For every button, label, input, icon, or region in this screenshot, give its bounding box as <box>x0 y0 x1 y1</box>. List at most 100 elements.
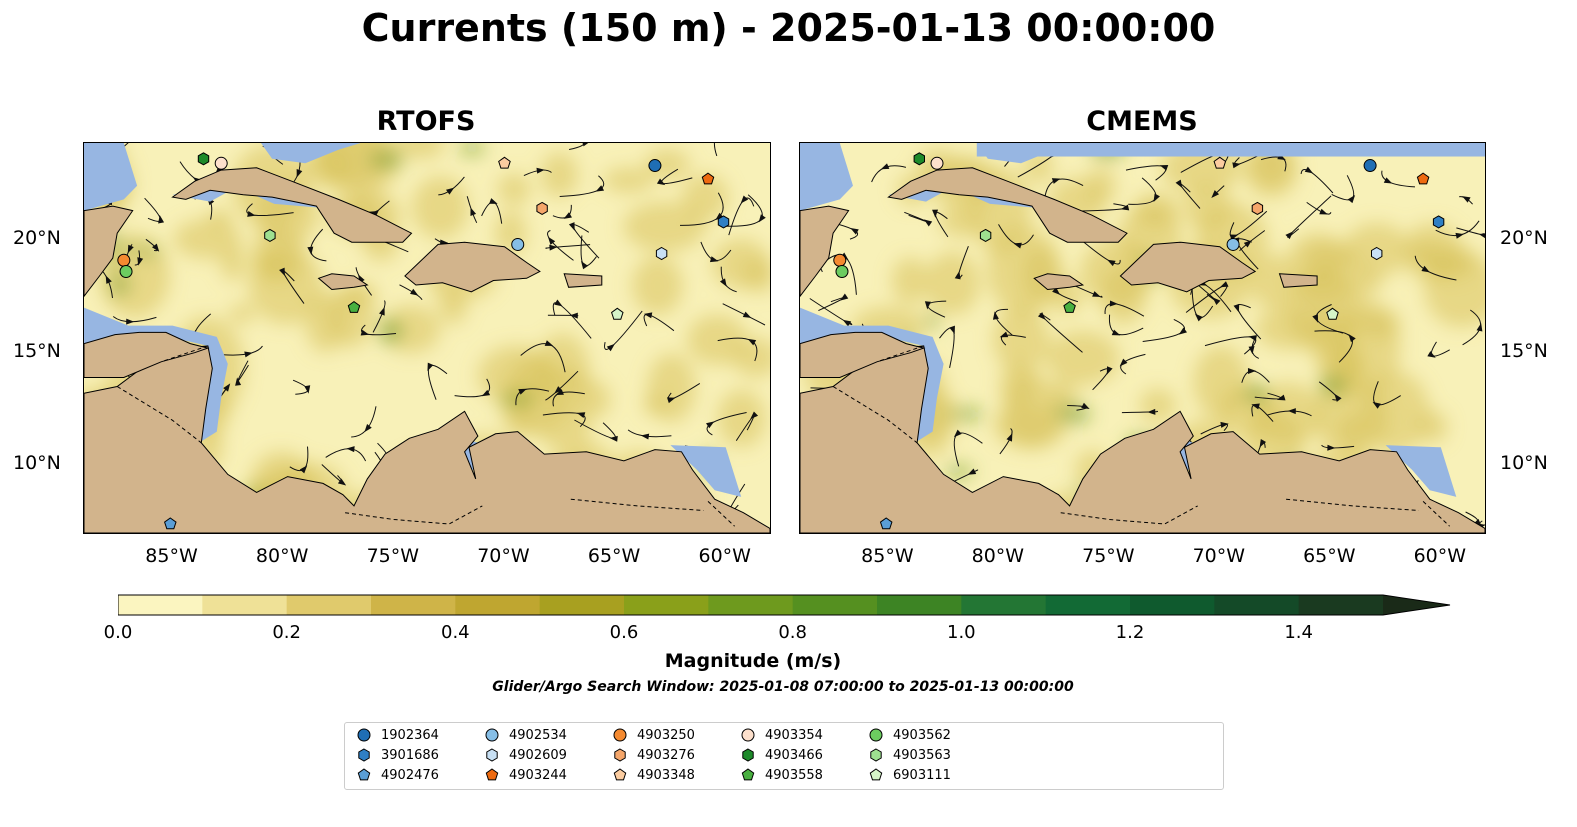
float-4903563-marker <box>264 228 276 242</box>
colorbar-scale <box>117 594 1451 616</box>
land-mass <box>1278 273 1318 288</box>
legend-marker-icon <box>485 768 499 781</box>
legend-marker-icon <box>486 748 498 762</box>
float-1902364-marker <box>648 159 662 173</box>
land-mass <box>404 241 541 293</box>
country-boundary <box>877 345 924 363</box>
colorbar-extend-arrow <box>1383 595 1450 615</box>
land-mass <box>887 167 1128 243</box>
legend-item-4902534: 4902534 <box>485 726 567 744</box>
float-1902364-marker <box>1363 159 1377 173</box>
legend-marker-icon <box>357 728 371 742</box>
float-4903348-marker <box>498 156 511 169</box>
lat-label: 10°N <box>1500 452 1548 475</box>
colorbar-segment <box>1298 595 1384 615</box>
country-boundary <box>832 386 918 444</box>
shallow-shelf <box>670 445 742 497</box>
legend-label: 4903466 <box>765 747 823 763</box>
float-4903244-marker <box>701 172 715 185</box>
legend-item-4903562: 4903562 <box>869 726 951 744</box>
legend-marker-icon <box>614 748 626 762</box>
float-3901686-marker <box>717 215 730 229</box>
land-mass <box>171 167 413 243</box>
lon-label: 75°W <box>366 545 420 567</box>
legend-item-1902364: 1902364 <box>357 726 439 744</box>
legend-marker-icon <box>742 748 754 762</box>
legend-marker-icon <box>869 768 883 781</box>
float-4903276-marker <box>1251 201 1264 215</box>
land-mass <box>563 273 603 288</box>
legend-marker-icon <box>358 748 370 762</box>
lon-label: 60°W <box>1413 545 1467 567</box>
legend-label: 4903558 <box>765 767 823 783</box>
legend-marker-icon <box>485 728 499 742</box>
legend-label: 3901686 <box>381 747 439 763</box>
float-4903563-marker <box>979 228 992 242</box>
country-boundary <box>345 505 483 525</box>
cmems-current-field <box>800 143 1485 533</box>
legend-label: 4903562 <box>893 727 951 743</box>
float-4902609-marker <box>655 246 668 261</box>
country-boundary <box>161 345 209 363</box>
shallow-shelf <box>800 307 944 443</box>
float-6903111-marker <box>1326 307 1339 320</box>
lon-label: 75°W <box>1082 545 1135 567</box>
land-mass <box>84 331 210 378</box>
legend-marker-icon <box>870 748 882 762</box>
legend-label: 4903563 <box>893 747 951 763</box>
legend-item-6903111: 6903111 <box>869 766 951 784</box>
float-4903558-marker <box>1063 300 1076 313</box>
legend-label: 4903244 <box>509 767 567 783</box>
colorbar-segment <box>961 595 1047 615</box>
lat-label: 10°N <box>13 452 61 475</box>
lon-label: 70°W <box>1192 545 1246 567</box>
colorbar-tick-label: 0.8 <box>778 622 807 643</box>
colorbar-segment <box>202 595 288 615</box>
land-mass <box>800 205 850 298</box>
shallow-shelf <box>261 143 361 164</box>
land-mass <box>84 345 770 533</box>
colorbar-segment <box>708 595 794 615</box>
float-4903354-marker <box>214 156 228 170</box>
land-mass <box>800 331 926 378</box>
float-4903562-marker <box>835 264 849 278</box>
no-data-band <box>976 143 1485 157</box>
float-4903250-marker <box>833 253 847 267</box>
colorbar-segment <box>624 595 709 615</box>
country-boundary <box>1060 505 1198 525</box>
legend-label: 4903354 <box>765 727 823 743</box>
legend-item-4903466: 4903466 <box>741 746 823 764</box>
float-legend: 1902364 3901686 4902476 4902534 4902609 49032… <box>344 722 1224 790</box>
colorbar-tick-label: 1.0 <box>947 622 976 643</box>
colorbar-tick-label: 1.4 <box>1284 622 1313 643</box>
float-6903111-marker <box>611 307 624 320</box>
legend-item-4903558: 4903558 <box>741 766 823 784</box>
legend-label: 4902609 <box>509 747 567 763</box>
lat-label: 20°N <box>1500 226 1548 249</box>
lon-label: 85°W <box>861 545 914 567</box>
shallow-shelf <box>84 307 228 443</box>
country-boundary <box>116 386 202 444</box>
land-mass <box>1119 241 1257 293</box>
rtofs-map-panel <box>83 142 771 534</box>
panel-title-cmems: CMEMS <box>1086 106 1198 137</box>
legend-item-4902476: 4902476 <box>357 766 439 784</box>
float-4902534-marker <box>511 237 525 251</box>
country-boundary <box>707 501 735 527</box>
legend-label: 6903111 <box>893 767 951 783</box>
legend-marker-icon <box>869 728 883 742</box>
float-4903466-marker <box>913 152 925 166</box>
float-4902534-marker <box>1226 237 1240 251</box>
colorbar-segment <box>1045 595 1131 615</box>
float-4902476-marker <box>164 517 177 530</box>
country-boundary <box>1286 498 1419 511</box>
float-4903558-marker <box>347 300 361 313</box>
panel-title-rtofs: RTOFS <box>376 106 476 137</box>
legend-label: 1902364 <box>381 727 439 743</box>
lon-label: 85°W <box>145 545 198 567</box>
float-markers <box>117 152 730 530</box>
colorbar-tick-label: 0.0 <box>103 622 133 643</box>
legend-label: 4903250 <box>637 727 695 743</box>
legend-item-3901686: 3901686 <box>357 746 439 764</box>
legend-label: 4903276 <box>637 747 695 763</box>
